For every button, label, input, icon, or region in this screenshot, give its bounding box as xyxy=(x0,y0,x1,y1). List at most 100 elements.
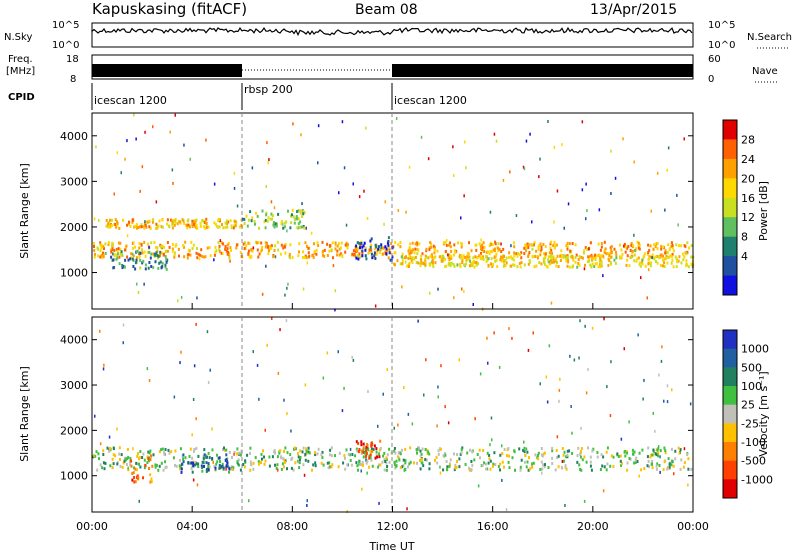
power-scatter-cell xyxy=(664,208,666,212)
power-cell xyxy=(264,226,267,230)
velocity-scatter-cell xyxy=(558,388,561,392)
power-cell xyxy=(188,223,191,227)
velocity-scatter-cell xyxy=(591,326,594,330)
power-cell xyxy=(610,248,613,252)
power-cell xyxy=(156,254,159,257)
velocity-scatter-cell xyxy=(439,471,442,475)
velocity-cell xyxy=(372,447,375,451)
power-cell xyxy=(302,250,304,254)
power-cell xyxy=(587,255,590,259)
velocity-cell xyxy=(494,463,497,467)
power-cell xyxy=(447,263,450,267)
power-scatter-cell xyxy=(404,260,407,264)
power-cell xyxy=(466,251,469,255)
power-scatter-cell xyxy=(338,191,340,195)
power-cell xyxy=(603,240,606,244)
power-cell xyxy=(434,248,437,252)
noise-right-tick-bottom: 10^0 xyxy=(708,40,735,51)
velocity-cell xyxy=(633,450,636,454)
power-cell xyxy=(432,265,435,269)
power-scatter-cell xyxy=(284,293,286,297)
velocity-cell xyxy=(249,460,252,464)
power-cell xyxy=(93,249,96,252)
power-cell xyxy=(386,249,388,253)
velocity-cell xyxy=(271,455,274,459)
power-cell xyxy=(338,253,341,257)
power-cell xyxy=(302,210,305,214)
power-scatter-cell xyxy=(233,171,236,175)
power-cell xyxy=(209,254,212,258)
velocity-cell xyxy=(207,465,210,468)
power-cell xyxy=(428,248,431,252)
power-cell xyxy=(283,225,286,229)
power-scatter-cell xyxy=(610,192,612,195)
power-cell xyxy=(543,252,545,256)
velocity-cell xyxy=(378,455,381,459)
velocity-cell xyxy=(331,463,334,467)
power-cell xyxy=(99,241,102,245)
power-cell xyxy=(385,247,388,251)
power-cell xyxy=(141,248,144,252)
velocity-cell xyxy=(379,446,382,450)
power-cell xyxy=(502,259,505,263)
power-cell xyxy=(382,246,385,250)
velocity-cell xyxy=(154,465,157,469)
power-scatter-cell xyxy=(538,175,540,179)
power-cell xyxy=(494,247,496,251)
velocity-scatter-cell xyxy=(585,391,588,395)
power-cell xyxy=(339,252,342,256)
velocity-cell xyxy=(469,448,471,452)
power-cell xyxy=(544,245,547,249)
power-cell xyxy=(293,221,296,225)
power-cell xyxy=(472,256,475,260)
velocity-cell xyxy=(157,468,160,472)
power-cell xyxy=(433,251,436,255)
power-scatter-cell xyxy=(383,222,385,226)
power-cell xyxy=(296,217,299,221)
power-scatter-cell xyxy=(452,145,454,149)
velocity-cell xyxy=(674,457,677,461)
power-cell xyxy=(536,256,539,260)
power-cell xyxy=(574,260,577,264)
velocity-cell xyxy=(589,455,592,459)
velocity-cell xyxy=(605,450,608,454)
power-cell xyxy=(599,256,602,260)
power-cell xyxy=(153,240,156,244)
power-cell xyxy=(230,224,233,228)
power-cell xyxy=(539,242,542,246)
velocity-cell xyxy=(357,441,360,445)
power-cell xyxy=(407,249,410,253)
power-cell xyxy=(648,257,651,261)
power-cell xyxy=(523,252,526,255)
velocity-cell xyxy=(489,459,492,463)
power-cell xyxy=(658,256,661,259)
power-scatter-cell xyxy=(252,246,255,250)
velocity-cell xyxy=(395,459,398,463)
velocity-cell xyxy=(134,467,137,471)
power-cell xyxy=(124,258,127,262)
power-cell xyxy=(155,222,158,226)
power-cell xyxy=(370,252,373,256)
power-cell xyxy=(313,250,316,253)
velocity-scatter-cell xyxy=(683,447,686,451)
power-cell xyxy=(226,252,229,256)
power-cell xyxy=(221,223,223,227)
power-cell xyxy=(566,255,569,259)
velocity-scatter-cell xyxy=(660,359,663,363)
power-cell xyxy=(265,211,268,215)
velocity-cell xyxy=(581,458,584,462)
power-scatter-cell xyxy=(585,217,587,221)
velocity-cell xyxy=(314,461,317,465)
velocity-cell xyxy=(261,457,263,461)
velocity-cell xyxy=(249,452,251,455)
power-cell xyxy=(611,250,613,254)
velocity-cell xyxy=(629,457,632,461)
velocity-cell xyxy=(542,452,545,456)
power-cell xyxy=(224,247,227,251)
velocity-cell xyxy=(404,461,407,465)
power-cell xyxy=(338,247,341,251)
velocity-cell xyxy=(520,458,523,462)
power-cell xyxy=(298,225,301,229)
velocity-cell xyxy=(360,443,363,447)
velocity-cell xyxy=(136,454,139,458)
